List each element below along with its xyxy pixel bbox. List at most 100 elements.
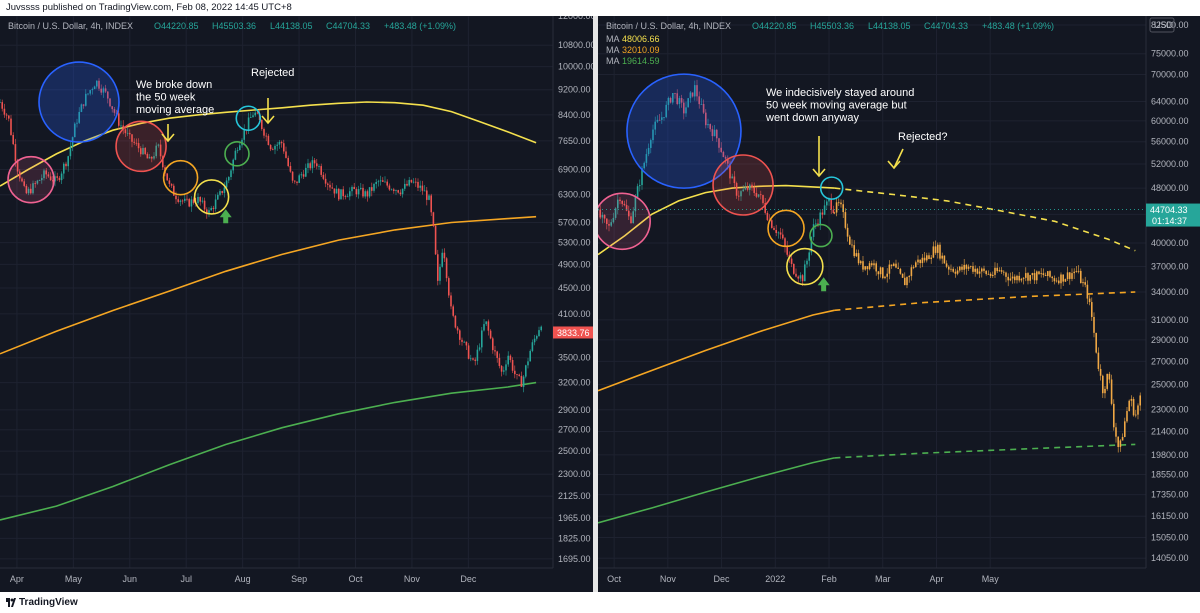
candle-body [689,92,692,99]
candle-body [804,264,806,282]
candle-body [603,214,606,219]
candle-body [124,129,127,134]
candle-body [826,201,828,206]
candle-body [790,258,793,264]
candle-body [197,196,199,204]
candle-body [525,365,527,377]
candle-body [291,171,294,181]
candle-body [239,145,241,150]
candle-body [801,275,804,282]
candle-body [932,246,935,258]
candle-body [89,90,91,94]
candle-body [711,129,714,137]
y-tick-label: 1695.00 [558,554,591,564]
candle-body [632,211,634,224]
y-tick-label: 16150.00 [1151,511,1189,521]
candle-body [236,149,239,151]
chart-panel-right[interactable]: We indecisively stayed around 50 week mov… [598,16,1200,592]
candle-body [897,267,899,269]
y-tick-label: 2900.00 [558,405,591,415]
candle-body [608,223,610,226]
y-tick-label: 8400.00 [558,110,591,120]
candle-body [762,195,764,204]
candle-body [833,212,836,214]
chart-panel-left[interactable]: We broke down the 50 week moving average Re… [0,16,593,592]
candle-body [643,162,645,169]
symbol-title: Bitcoin / U.S. Dollar, 4h, INDEX [606,21,731,31]
candle-body [69,146,72,157]
publish-header: Juvssss published on TradingView.com, Fe… [0,0,1200,16]
candle-body [144,147,146,154]
x-tick-label: May [982,574,1000,584]
y-tick-label: 2300.00 [558,469,591,479]
panel-divider[interactable] [593,16,598,592]
y-tick-label: 2125.00 [558,491,591,501]
legend-ma-value: 48006.66 [622,34,660,44]
candle-body [302,174,305,177]
y-tick-label: 23000.00 [1151,405,1189,415]
candle-body [520,375,523,387]
candle-body [853,245,855,257]
candle-body [954,271,957,274]
candle-body [764,203,766,213]
x-tick-label: May [65,574,83,584]
candle-body [320,166,322,175]
candle-body [56,176,58,178]
y-tick-label: 52000.00 [1151,159,1189,169]
candle-body [1108,373,1111,380]
candle-body [173,185,175,196]
candle-body [100,88,102,93]
candle-body [1057,280,1060,284]
annotation-text: went down anyway [765,112,859,124]
candle-body [963,264,965,270]
candle-body [731,176,733,179]
candle-body [842,204,844,213]
candle-body [910,267,913,277]
candle-body [956,270,959,274]
candle-body [1084,282,1086,285]
candle-body [16,161,19,172]
candle-body [487,321,490,331]
candle-body [333,188,336,194]
y-tick-label: 29000.00 [1151,335,1189,345]
y-tick-label: 6300.00 [558,190,591,200]
candle-body [1053,278,1056,282]
x-tick-label: Nov [404,574,421,584]
candle-body [313,160,316,164]
y-axis-unit: USD [1154,20,1174,30]
candle-body [265,135,267,137]
legend-ma-value: 19614.59 [622,56,660,66]
candle-body [740,191,742,197]
y-tick-label: 9200.00 [558,85,591,95]
candle-body [78,111,80,123]
candle-body [652,129,654,141]
ma-green-line [0,381,537,521]
candle-body [773,227,775,230]
candle-body [705,112,707,126]
candle-body [749,184,751,190]
candle-body [129,132,131,135]
candle-body [111,106,113,110]
candle-body [166,173,168,181]
x-tick-label: Mar [875,574,891,584]
candle-body [868,263,871,270]
candle-body [857,253,860,264]
candle-body [1110,379,1113,404]
x-tick-label: Feb [821,574,837,584]
candle-body [735,183,738,196]
candle-body [505,364,507,371]
candle-body [1090,302,1093,317]
candle-body [1132,398,1135,416]
highlight-circle [7,155,55,204]
candle-body [1038,271,1040,275]
candle-body [928,255,930,260]
candle-body [687,98,689,108]
candle-body [206,209,208,215]
candle-body [1062,274,1064,282]
candle-body [879,267,882,275]
candle-body [459,330,461,340]
candle-body [799,275,802,279]
candle-body [421,185,424,191]
